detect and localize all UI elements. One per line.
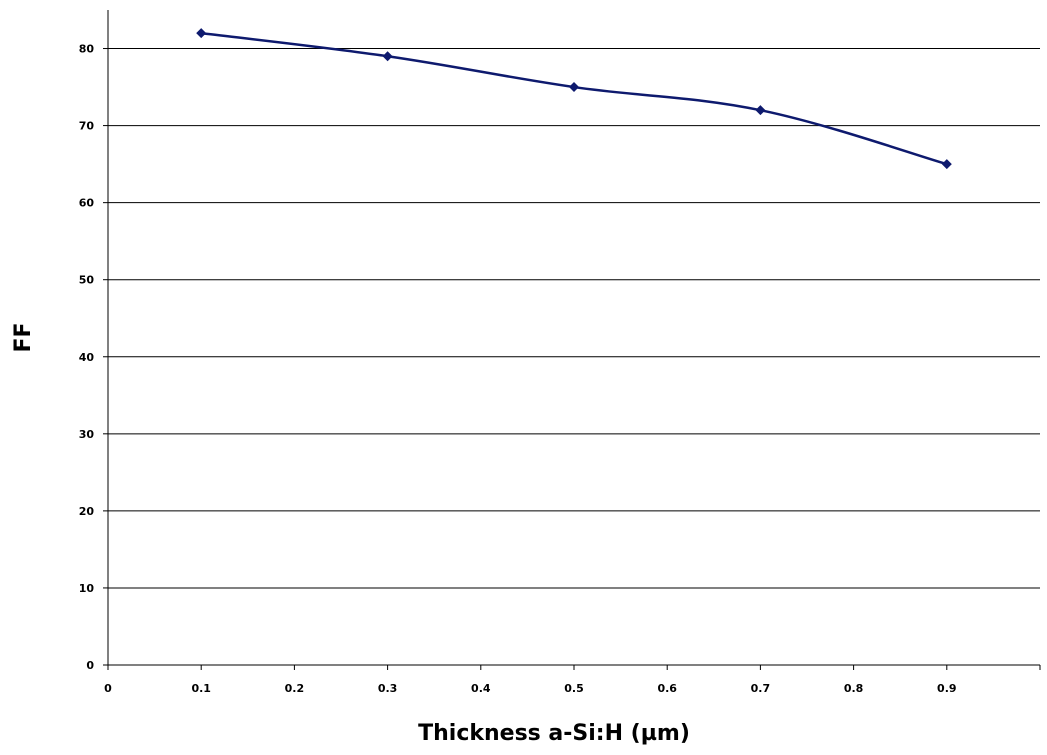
y-tick-label: 0	[86, 659, 94, 672]
x-tick-label: 0	[104, 682, 112, 695]
y-tick-label: 80	[79, 43, 95, 56]
data-point-marker	[755, 105, 766, 116]
y-tick-label: 50	[79, 274, 95, 287]
y-tick-labels: 0 10 20 30 40 50 60 70 80	[79, 43, 95, 672]
series-line	[201, 31, 948, 166]
y-tick-label: 30	[79, 428, 95, 441]
y-tick-label: 40	[79, 351, 95, 364]
x-tick-label: 0.6	[657, 682, 677, 695]
gridlines	[108, 48, 1040, 589]
y-tick-label: 20	[79, 505, 95, 518]
x-tick-label: 0.2	[285, 682, 305, 695]
data-point-marker	[382, 51, 393, 62]
data-point-marker	[196, 28, 207, 39]
x-tick-label: 0.4	[471, 682, 491, 695]
x-tick-label: 0.5	[564, 682, 584, 695]
data-point-marker	[569, 82, 579, 93]
axes	[103, 10, 1041, 670]
x-tick-label: 0.3	[378, 682, 398, 695]
x-tick-labels: 0 0.1 0.2 0.3 0.4 0.5 0.6 0.7 0.8 0.9	[104, 682, 956, 695]
y-tick-label: 60	[79, 197, 95, 210]
data-series	[196, 28, 952, 170]
x-tick-label: 0.9	[937, 682, 957, 695]
x-tick-label: 0.8	[844, 682, 864, 695]
y-axis-title: FF	[11, 322, 36, 352]
x-axis-title: Thickness a-Si:H (µm)	[418, 721, 690, 746]
x-tick-label: 0.1	[191, 682, 211, 695]
data-point-marker	[941, 159, 952, 170]
y-tick-label: 10	[79, 582, 95, 595]
x-tick-label: 0.7	[751, 682, 771, 695]
y-tick-label: 70	[79, 120, 95, 133]
